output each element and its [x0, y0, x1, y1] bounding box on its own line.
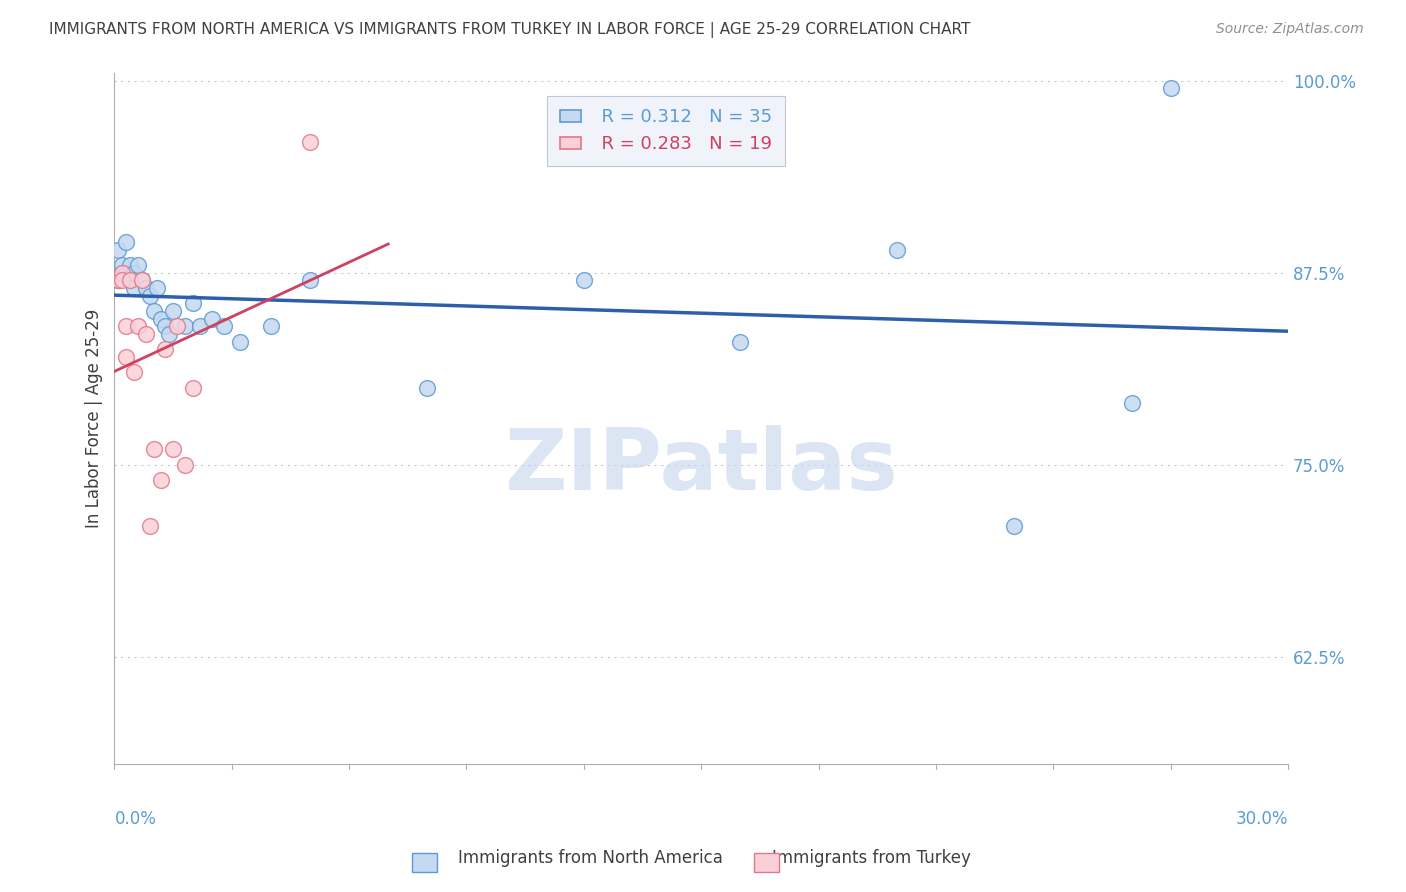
- Point: [115, 235, 138, 249]
- Point: [115, 350, 138, 364]
- Point: [127, 319, 149, 334]
- Point: [1160, 81, 1182, 95]
- Text: Source: ZipAtlas.com: Source: ZipAtlas.com: [1216, 22, 1364, 37]
- Point: [115, 319, 138, 334]
- Point: [131, 273, 153, 287]
- Point: [127, 258, 149, 272]
- Point: [142, 442, 165, 457]
- Point: [201, 311, 224, 326]
- Point: [107, 273, 129, 287]
- Point: [135, 281, 157, 295]
- Point: [572, 273, 595, 287]
- Point: [111, 266, 134, 280]
- Text: 30.0%: 30.0%: [1236, 810, 1288, 829]
- Point: [166, 319, 188, 334]
- Point: [173, 319, 195, 334]
- Point: [416, 381, 439, 395]
- Point: [730, 334, 752, 349]
- Point: [122, 281, 145, 295]
- Point: [111, 273, 134, 287]
- Point: [111, 266, 134, 280]
- Point: [162, 304, 184, 318]
- Text: ZIPatlas: ZIPatlas: [505, 425, 898, 508]
- Point: [146, 281, 169, 295]
- Point: [120, 273, 142, 287]
- Point: [150, 473, 173, 487]
- Point: [111, 258, 134, 272]
- Point: [135, 327, 157, 342]
- Point: [115, 266, 138, 280]
- Point: [120, 258, 142, 272]
- Point: [122, 366, 145, 380]
- Text: IMMIGRANTS FROM NORTH AMERICA VS IMMIGRANTS FROM TURKEY IN LABOR FORCE | AGE 25-: IMMIGRANTS FROM NORTH AMERICA VS IMMIGRA…: [49, 22, 970, 38]
- Point: [142, 304, 165, 318]
- Legend:   R = 0.312   N = 35,   R = 0.283   N = 19: R = 0.312 N = 35, R = 0.283 N = 19: [547, 95, 785, 166]
- Point: [157, 327, 180, 342]
- Point: [260, 319, 283, 334]
- Point: [181, 296, 204, 310]
- Point: [1121, 396, 1143, 410]
- Point: [120, 273, 142, 287]
- Point: [150, 311, 173, 326]
- Point: [190, 319, 212, 334]
- Point: [181, 381, 204, 395]
- Point: [138, 519, 160, 533]
- Text: 0.0%: 0.0%: [114, 810, 156, 829]
- Point: [131, 273, 153, 287]
- Point: [122, 266, 145, 280]
- Text: Immigrants from North America: Immigrants from North America: [458, 849, 723, 867]
- Point: [298, 273, 321, 287]
- Text: Immigrants from Turkey: Immigrants from Turkey: [772, 849, 972, 867]
- Point: [228, 334, 250, 349]
- Point: [155, 319, 177, 334]
- Point: [173, 458, 195, 472]
- Point: [107, 273, 129, 287]
- Point: [298, 135, 321, 149]
- Point: [212, 319, 235, 334]
- Point: [886, 243, 908, 257]
- Point: [138, 288, 160, 302]
- Y-axis label: In Labor Force | Age 25-29: In Labor Force | Age 25-29: [86, 309, 103, 528]
- Point: [155, 343, 177, 357]
- Point: [107, 243, 129, 257]
- Point: [1002, 519, 1025, 533]
- Point: [162, 442, 184, 457]
